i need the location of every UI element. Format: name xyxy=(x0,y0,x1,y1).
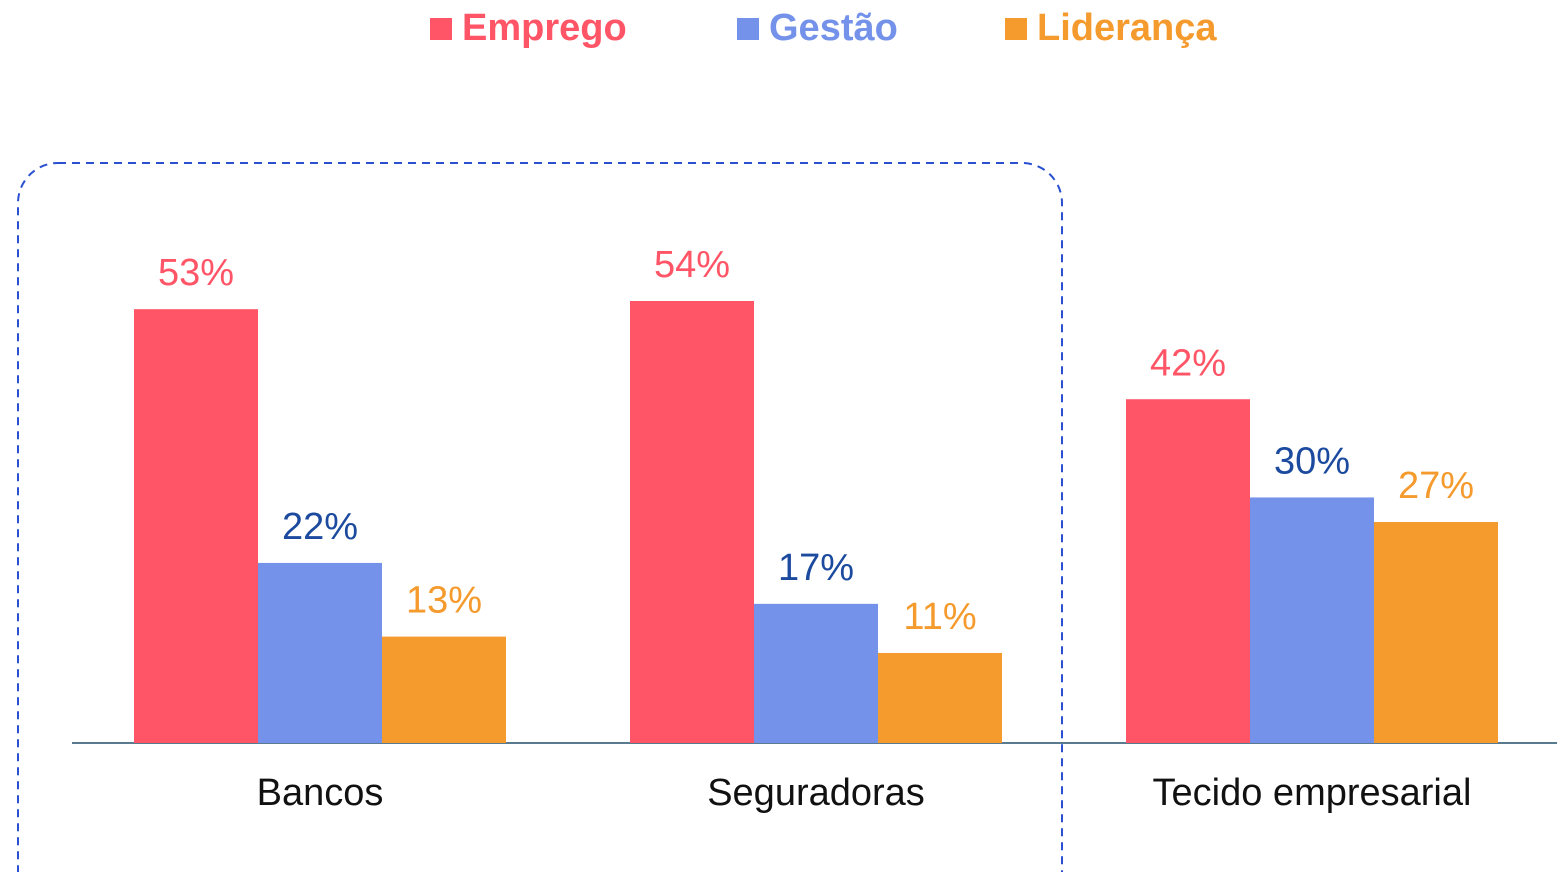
legend-swatch xyxy=(1005,18,1027,40)
bar xyxy=(1126,399,1250,743)
bar xyxy=(630,301,754,743)
category-label: Seguradoras xyxy=(707,772,925,814)
legend-swatch xyxy=(430,18,452,40)
legend-label: Gestão xyxy=(769,7,898,49)
value-label: 27% xyxy=(1398,465,1474,507)
value-label: 54% xyxy=(654,244,730,286)
legend-label: Emprego xyxy=(462,7,627,49)
bar xyxy=(258,562,382,743)
value-label: 13% xyxy=(406,580,482,622)
highlight-box xyxy=(17,162,1063,872)
bar xyxy=(878,652,1002,743)
legend-label: Liderança xyxy=(1037,7,1217,49)
value-label: 11% xyxy=(903,596,976,638)
bar xyxy=(754,603,878,743)
value-label: 17% xyxy=(778,547,854,589)
bar xyxy=(1374,522,1498,743)
value-label: 42% xyxy=(1150,342,1226,384)
value-label: 30% xyxy=(1274,440,1350,482)
category-label: Bancos xyxy=(257,772,384,814)
value-label: 53% xyxy=(158,252,234,294)
category-label: Tecido empresarial xyxy=(1153,772,1472,814)
bar xyxy=(1250,497,1374,743)
legend-swatch xyxy=(737,18,759,40)
bar xyxy=(382,636,506,743)
bar xyxy=(134,309,258,743)
value-label: 22% xyxy=(282,506,358,548)
